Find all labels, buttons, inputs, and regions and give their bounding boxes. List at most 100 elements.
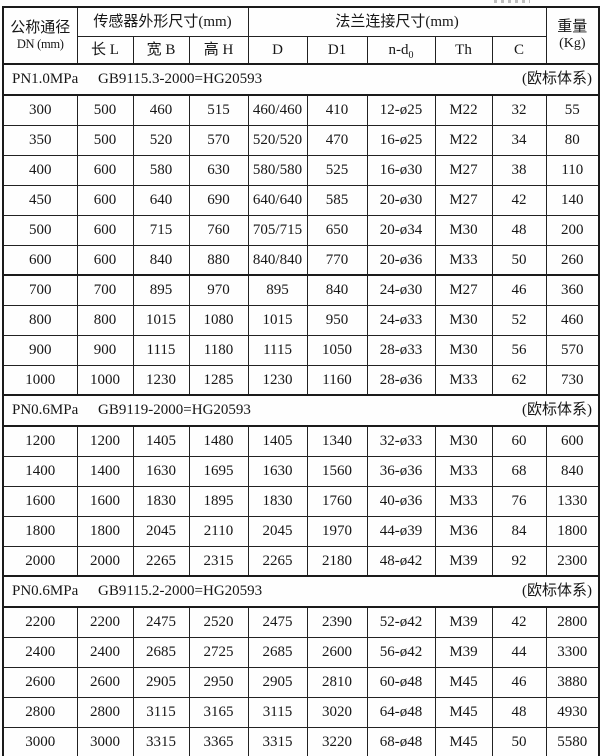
table-cell: 2400 [76, 636, 134, 668]
table-cell: 300 [2, 94, 78, 126]
table-cell: 580 [132, 154, 190, 186]
table-cell: 2950 [188, 666, 249, 698]
table-cell: 895 [132, 274, 190, 306]
table-cell: 1895 [188, 485, 249, 517]
cropped-text-artifact [494, 0, 530, 3]
table-cell: 20-ø30 [366, 184, 436, 216]
table-cell: 470 [306, 124, 368, 156]
section-header-row: PN1.0MPa GB9115.3-2000=HG20593 (欧标体系) [2, 63, 600, 96]
table-cell: 600 [76, 184, 134, 216]
table-cell: 38 [491, 154, 547, 186]
table-cell: 1115 [247, 334, 308, 366]
table-cell: 3020 [306, 696, 368, 728]
table-cell: 1760 [306, 485, 368, 517]
table-cell: 20-ø34 [366, 214, 436, 246]
table-cell: 44 [491, 636, 547, 668]
table-cell: M39 [434, 636, 493, 668]
table-cell: 50 [491, 244, 547, 276]
table-cell: 52-ø42 [366, 606, 436, 638]
table-cell: 350 [2, 124, 78, 156]
table-row: 600 600 840 880 840/840 770 20-ø36 M33 50 260 [2, 244, 600, 276]
section-standard-label: GB9115.2-2000=HG20593 [98, 583, 263, 600]
dimension-spec-table: 公称通径 DN (mm) 传感器外形尺寸(mm) 法兰连接尺寸(mm) 重量 (… [2, 6, 600, 756]
table-cell: 1330 [545, 485, 600, 517]
table-cell: 900 [76, 334, 134, 366]
col-header-dn: 公称通径 DN (mm) [2, 6, 78, 65]
table-cell: 1600 [76, 485, 134, 517]
table-cell: 585 [306, 184, 368, 216]
table-cell: 2300 [545, 545, 600, 577]
table-cell: 600 [76, 154, 134, 186]
table-cell: 68-ø48 [366, 726, 436, 756]
table-cell: M30 [434, 214, 493, 246]
table-cell: 1230 [132, 364, 190, 396]
table-cell: 50 [491, 726, 547, 756]
col-header-dn-unit: DN (mm) [16, 37, 64, 51]
section-pressure-label: PN0.6MPa [12, 402, 79, 419]
table-cell: 2390 [306, 606, 368, 638]
table-cell: 2180 [306, 545, 368, 577]
section-note-label: (欧标体系) [522, 583, 593, 600]
table-cell: 1630 [132, 455, 190, 487]
table-cell: 840 [132, 244, 190, 276]
table-cell: 3300 [545, 636, 600, 668]
table-cell: 500 [2, 214, 78, 246]
table-cell: 42 [491, 606, 547, 638]
table-cell: 52 [491, 304, 547, 336]
col-header-d: D [247, 35, 308, 65]
table-cell: 2315 [188, 545, 249, 577]
ndo-base: n-d [388, 41, 409, 58]
table-cell: 630 [188, 154, 249, 186]
ndo-subscript: 0 [408, 49, 414, 61]
table-cell: 800 [76, 304, 134, 336]
table-cell: 1050 [306, 334, 368, 366]
table-cell: 56-ø42 [366, 636, 436, 668]
table-cell: 60-ø48 [366, 666, 436, 698]
table-cell: 1800 [76, 515, 134, 547]
table-cell: M30 [434, 334, 493, 366]
table-cell: M39 [434, 606, 493, 638]
table-cell: 5580 [545, 726, 600, 756]
table-cell: 1000 [2, 364, 78, 396]
table-cell: 500 [76, 124, 134, 156]
table-row: 2400 2400 2685 2725 2685 2600 56-ø42 M39 44 3300 [2, 636, 600, 668]
col-header-width: 宽 B [132, 35, 190, 65]
table-cell: 1830 [247, 485, 308, 517]
table-cell: 800 [2, 304, 78, 336]
table-cell: 640/640 [247, 184, 308, 216]
table-cell: 2685 [132, 636, 190, 668]
table-cell: 80 [545, 124, 600, 156]
table-cell: M30 [434, 304, 493, 336]
table-cell: 520/520 [247, 124, 308, 156]
table-cell: 1015 [132, 304, 190, 336]
table-cell: 60 [491, 425, 547, 457]
table-cell: 34 [491, 124, 547, 156]
table-cell: 2600 [76, 666, 134, 698]
table-cell: 1800 [545, 515, 600, 547]
table-row: 300 500 460 515 460/460 410 12-ø25 M22 32 55 [2, 94, 600, 126]
table-cell: 16-ø25 [366, 124, 436, 156]
table-cell: 64-ø48 [366, 696, 436, 728]
table-cell: 68 [491, 455, 547, 487]
table-row: 2600 2600 2905 2950 2905 2810 60-ø48 M45 46 3880 [2, 666, 600, 698]
table-cell: M22 [434, 124, 493, 156]
table-cell: 1630 [247, 455, 308, 487]
table-row: 2200 2200 2475 2520 2475 2390 52-ø42 M39 42 2800 [2, 606, 600, 638]
header-row-groups: 公称通径 DN (mm) 传感器外形尺寸(mm) 法兰连接尺寸(mm) 重量 (… [2, 6, 600, 65]
table-cell: 500 [76, 94, 134, 126]
col-header-weight-zh: 重量 [557, 19, 588, 36]
table-row: 350 500 520 570 520/520 470 16-ø25 M22 34 80 [2, 124, 600, 156]
table-cell: 580/580 [247, 154, 308, 186]
col-header-weight-unit: (Kg) [559, 36, 586, 52]
table-cell: 690 [188, 184, 249, 216]
table-cell: 1560 [306, 455, 368, 487]
table-cell: 42 [491, 184, 547, 216]
table-cell: 840 [545, 455, 600, 487]
table-cell: 84 [491, 515, 547, 547]
table-cell: 2475 [247, 606, 308, 638]
table-cell: M27 [434, 184, 493, 216]
table-cell: 1285 [188, 364, 249, 396]
section-header-cell: PN0.6MPa GB9119-2000=HG20593 (欧标体系) [2, 394, 600, 427]
table-row: 2800 2800 3115 3165 3115 3020 64-ø48 M45 48 4930 [2, 696, 600, 728]
